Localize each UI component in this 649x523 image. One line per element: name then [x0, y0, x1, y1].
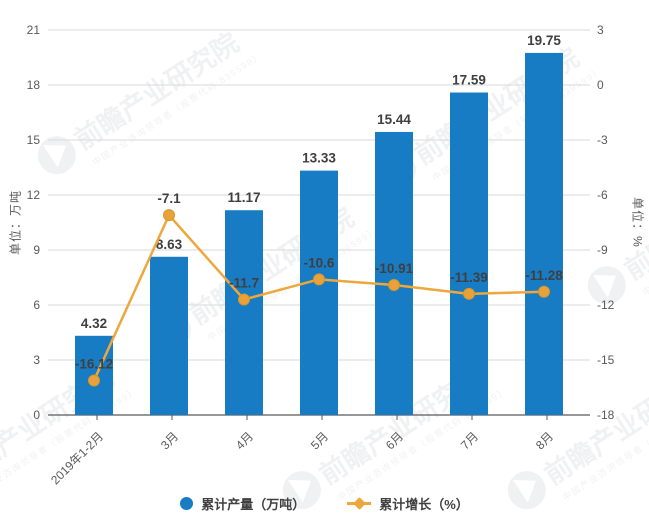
watermark-logo-flag-icon — [288, 480, 312, 503]
left-axis-tick-label: 18 — [27, 78, 41, 92]
watermark-logo-icon — [282, 471, 321, 510]
line-point[interactable] — [538, 285, 550, 298]
bar-data-label: 13.33 — [302, 151, 336, 166]
line-point[interactable] — [163, 209, 175, 222]
left-axis-tick-label: 12 — [27, 188, 41, 202]
line-data-label: -16.12 — [75, 357, 113, 372]
left-axis-tick-label: 3 — [33, 353, 40, 367]
watermark-brand: 前瞻产业研究院 — [619, 157, 649, 286]
legend-item-growth[interactable]: 累计增长（%） — [347, 494, 469, 513]
right-axis-tick-label: -9 — [597, 243, 608, 257]
left-axis-tick-label: 6 — [33, 298, 40, 312]
bar[interactable] — [375, 131, 413, 415]
left-axis-tick-label: 0 — [33, 408, 40, 422]
watermark-logo-icon — [587, 266, 626, 305]
line-point[interactable] — [463, 287, 475, 300]
bar-series-marker-icon — [180, 496, 194, 510]
right-axis-tick-label: -6 — [597, 188, 608, 202]
legend-item-production[interactable]: 累计产量（万吨） — [180, 494, 305, 513]
bar-data-label: 19.75 — [527, 33, 561, 48]
watermark-logo-flag-icon — [513, 480, 537, 503]
bar-data-label: 8.63 — [156, 237, 183, 252]
bar[interactable] — [150, 256, 188, 415]
right-axis-tick-label: -18 — [597, 408, 615, 422]
line-point[interactable] — [238, 293, 250, 306]
line-point[interactable] — [88, 374, 100, 387]
bar[interactable] — [450, 92, 488, 416]
watermark-logo-flag-icon — [593, 275, 617, 298]
right-axis-tick-label: 0 — [597, 78, 604, 92]
watermark-logo-flag-icon — [43, 145, 67, 168]
bar-data-label: 11.17 — [227, 190, 260, 205]
x-axis-label: 8月 — [533, 429, 556, 452]
right-axis-tick-label: -12 — [597, 298, 615, 312]
line-point[interactable] — [313, 273, 325, 286]
line-data-label: -10.6 — [304, 255, 335, 270]
watermark-logo-icon — [37, 136, 76, 175]
line-data-label: -11.28 — [525, 268, 563, 283]
legend: 累计产量（万吨） 累计增长（%） — [0, 491, 649, 515]
right-axis-tick-label: -3 — [597, 133, 608, 147]
bar[interactable] — [525, 52, 563, 416]
x-axis-label: 3月 — [158, 429, 181, 452]
watermark-logo-icon — [507, 471, 546, 510]
line-data-label: -10.91 — [375, 261, 414, 276]
right-axis-tick-label: -15 — [597, 353, 615, 367]
line-data-label: -11.39 — [450, 270, 488, 285]
bar[interactable] — [300, 170, 338, 415]
watermark-brand: 前瞻产业研究院 — [69, 27, 244, 156]
bar-data-label: 17.59 — [452, 73, 486, 88]
bar[interactable] — [225, 210, 263, 415]
x-axis-label: 4月 — [233, 429, 256, 452]
line-data-label: -11.7 — [229, 276, 259, 291]
line-point[interactable] — [388, 279, 400, 292]
bar-data-label: 4.32 — [81, 316, 107, 331]
line-data-label: -7.1 — [157, 191, 181, 206]
x-axis-label: 7月 — [458, 429, 481, 452]
line-series-marker-icon — [347, 496, 372, 510]
x-axis-label: 5月 — [308, 429, 331, 452]
left-axis-tick-label: 21 — [27, 23, 41, 37]
left-axis-tick-label: 9 — [33, 243, 40, 257]
legend-label-production: 累计产量（万吨） — [201, 496, 306, 512]
bar-data-label: 15.44 — [377, 112, 411, 127]
left-axis-tick-label: 15 — [27, 133, 41, 147]
right-axis-tick-label: 3 — [597, 23, 604, 37]
legend-label-growth: 累计增长（%） — [379, 496, 469, 512]
